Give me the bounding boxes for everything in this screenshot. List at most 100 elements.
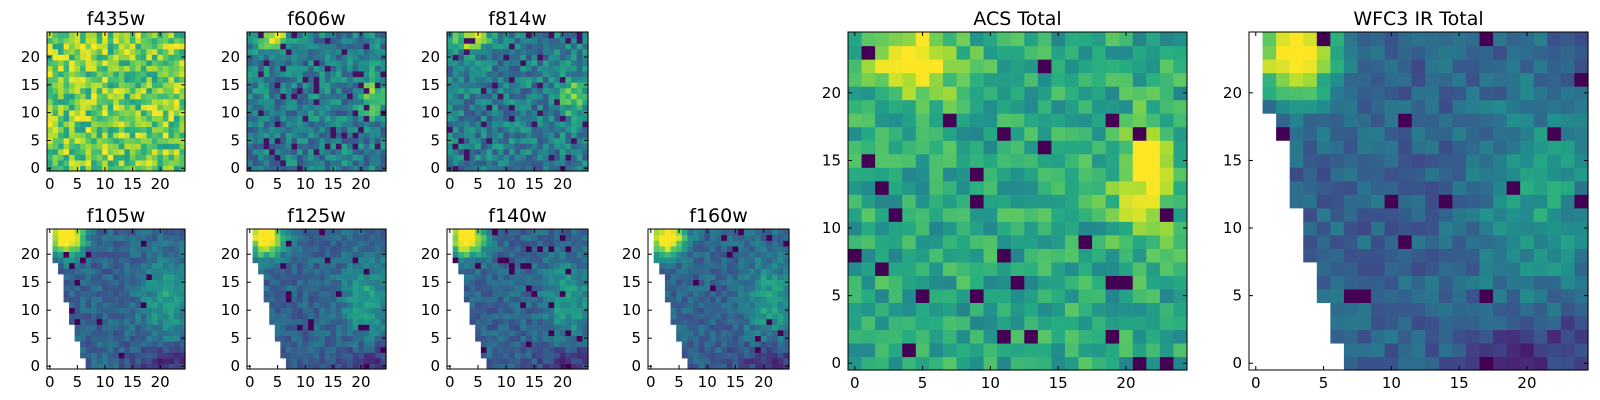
heatmap-cell: [363, 313, 370, 320]
panel-title: f140w: [488, 205, 547, 227]
heatmap-cell: [291, 352, 298, 359]
heatmap-cell: [726, 341, 734, 348]
heatmap-cell: [475, 279, 482, 286]
heatmap-cell: [96, 268, 103, 275]
heatmap-cell: [118, 98, 125, 105]
heatmap-cell: [358, 273, 365, 280]
heatmap-cell: [74, 82, 81, 89]
heatmap-cell: [458, 165, 465, 172]
heatmap-cell: [52, 132, 59, 139]
heatmap-cell: [783, 318, 790, 325]
heatmap-cell: [559, 352, 567, 359]
heatmap-cell: [252, 98, 259, 105]
heatmap-cell: [548, 48, 555, 55]
heatmap-cell: [324, 137, 331, 144]
heatmap-cell: [452, 159, 459, 167]
heatmap-cell: [525, 148, 533, 155]
heatmap-cell: [324, 346, 331, 353]
heatmap-cell: [693, 341, 700, 348]
heatmap-cell: [274, 329, 281, 336]
heatmap-cell: [970, 261, 985, 276]
heatmap-cell: [297, 268, 304, 275]
heatmap-cell: [514, 307, 521, 314]
heatmap-cell: [269, 268, 276, 275]
heatmap-cell: [1146, 275, 1161, 290]
heatmap-cell: [902, 194, 917, 209]
heatmap-cell: [313, 273, 320, 280]
heatmap-cell: [738, 352, 745, 359]
heatmap-cell: [875, 288, 890, 303]
heatmap-cell: [571, 279, 578, 286]
heatmap-cell: [520, 165, 527, 172]
heatmap-cell: [58, 76, 65, 83]
heatmap-cell: [107, 93, 114, 100]
heatmap-cell: [129, 48, 136, 55]
heatmap-cell: [124, 229, 131, 236]
heatmap-cell: [486, 87, 493, 94]
heatmap-cell: [531, 313, 538, 320]
heatmap-cell: [297, 126, 304, 133]
heatmap-cell: [848, 248, 863, 263]
heatmap-cell: [1438, 329, 1453, 344]
heatmap-cell: [777, 341, 784, 348]
heatmap-cell: [319, 301, 326, 308]
heatmap-cell: [704, 357, 711, 364]
heatmap-cell: [146, 341, 153, 348]
heatmap-cell: [162, 65, 170, 72]
heatmap-cell: [291, 346, 298, 353]
heatmap-cell: [888, 140, 903, 155]
heatmap-cell: [313, 159, 320, 167]
heatmap-cell: [341, 54, 348, 61]
heatmap-cell: [63, 82, 70, 89]
heatmap-cell: [571, 126, 578, 133]
heatmap-cell: [875, 234, 890, 249]
heatmap-cell: [520, 37, 527, 44]
heatmap-cell: [374, 285, 382, 292]
heatmap-cell: [1146, 167, 1161, 182]
heatmap-cell: [743, 240, 751, 247]
heatmap-cell: [1064, 126, 1080, 141]
heatmap-cell: [1024, 45, 1039, 60]
heatmap-cell: [252, 104, 259, 111]
heatmap-cell: [888, 167, 903, 182]
heatmap-cell: [96, 120, 103, 128]
heatmap-cell: [531, 262, 538, 269]
heatmap-cell: [777, 296, 784, 303]
heatmap-cell: [766, 341, 773, 348]
heatmap-cell: [1064, 315, 1080, 331]
heatmap-cell: [319, 296, 326, 303]
heatmap-cell: [743, 329, 751, 336]
heatmap-cell: [559, 346, 567, 353]
heatmap-cell: [258, 70, 265, 78]
heatmap-cell: [107, 262, 114, 269]
heatmap-cell: [173, 165, 181, 172]
heatmap-cell: [341, 70, 348, 78]
heatmap-cell: [514, 104, 521, 111]
heatmap-cell: [135, 313, 142, 320]
heatmap-cell: [983, 153, 998, 168]
heatmap-cell: [475, 313, 482, 320]
heatmap-cell: [335, 285, 343, 292]
heatmap-cell: [875, 180, 890, 195]
heatmap-cell: [280, 234, 287, 241]
heatmap-cell: [956, 140, 971, 155]
heatmap-cell: [374, 104, 382, 111]
heatmap-cell: [760, 273, 768, 280]
heatmap-cell: [258, 245, 265, 252]
heatmap-cell: [258, 148, 265, 155]
heatmap-cell: [520, 324, 527, 331]
heatmap-cell: [319, 279, 326, 286]
heatmap-cell: [1146, 356, 1161, 371]
heatmap-cell: [151, 37, 158, 44]
heatmap-cell: [263, 268, 270, 275]
heatmap-cell: [1411, 342, 1426, 358]
heatmap-cell: [503, 245, 510, 252]
heatmap-cell: [258, 37, 265, 44]
heatmap-cell: [1078, 342, 1093, 358]
heatmap-cell: [749, 257, 756, 264]
heatmap-cell: [582, 273, 589, 280]
heatmap-cell: [503, 154, 510, 161]
heatmap-cell: [74, 93, 81, 100]
heatmap-cell: [52, 93, 59, 100]
